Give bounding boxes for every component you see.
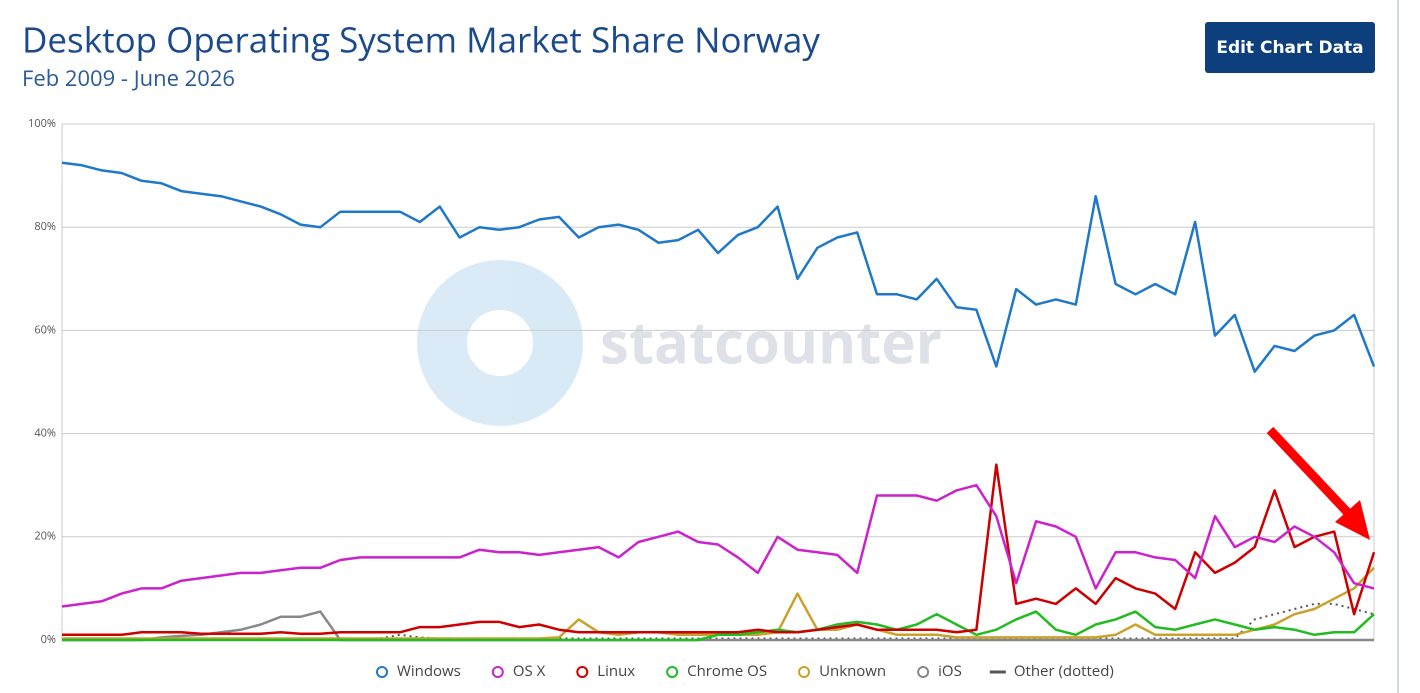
legend-item: iOS bbox=[917, 661, 962, 681]
legend-label: Unknown bbox=[819, 661, 886, 681]
y-tick-label: 40% bbox=[34, 426, 56, 441]
legend-label: Windows bbox=[397, 661, 461, 681]
y-tick-label: 0% bbox=[41, 632, 56, 647]
y-tick-label: 100% bbox=[28, 116, 56, 131]
legend-label: Linux bbox=[597, 661, 635, 681]
legend-item: Linux bbox=[576, 661, 635, 681]
legend-item: Windows bbox=[376, 661, 461, 681]
legend-item: Chrome OS bbox=[666, 661, 767, 681]
edit-chart-data-button[interactable]: Edit Chart Data bbox=[1205, 22, 1375, 73]
y-tick-label: 20% bbox=[34, 529, 56, 544]
legend-label: Other (dotted) bbox=[1014, 661, 1114, 681]
legend-item: Other (dotted) bbox=[989, 661, 1114, 681]
legend-label: OS X bbox=[513, 661, 546, 681]
legend-label: iOS bbox=[938, 661, 962, 681]
series-line bbox=[61, 483, 1375, 608]
watermark: statcounter bbox=[600, 302, 942, 381]
legend-item: Unknown bbox=[798, 661, 886, 681]
series-line bbox=[61, 161, 1376, 373]
y-tick-label: 80% bbox=[34, 219, 56, 234]
legend-marker bbox=[576, 666, 589, 678]
legend-marker bbox=[917, 666, 930, 678]
legend-marker bbox=[376, 666, 388, 678]
chart-subtitle: Feb 2009 - June 2026 bbox=[22, 63, 235, 93]
series-line bbox=[62, 463, 1376, 637]
legend-marker bbox=[666, 666, 679, 678]
legend-marker bbox=[798, 666, 811, 678]
watermark-logo: statcounter bbox=[417, 260, 942, 426]
legend-label: Chrome OS bbox=[687, 661, 767, 681]
legend-item: OS X bbox=[491, 661, 546, 681]
y-tick-label: 60% bbox=[34, 322, 56, 337]
chart-title: Desktop Operating System Market Share No… bbox=[22, 16, 820, 63]
series-line bbox=[62, 610, 1375, 642]
legend-marker bbox=[491, 666, 504, 678]
annotation-arrow bbox=[1266, 426, 1370, 540]
series-line bbox=[62, 610, 1374, 642]
series-line bbox=[62, 602, 1375, 640]
